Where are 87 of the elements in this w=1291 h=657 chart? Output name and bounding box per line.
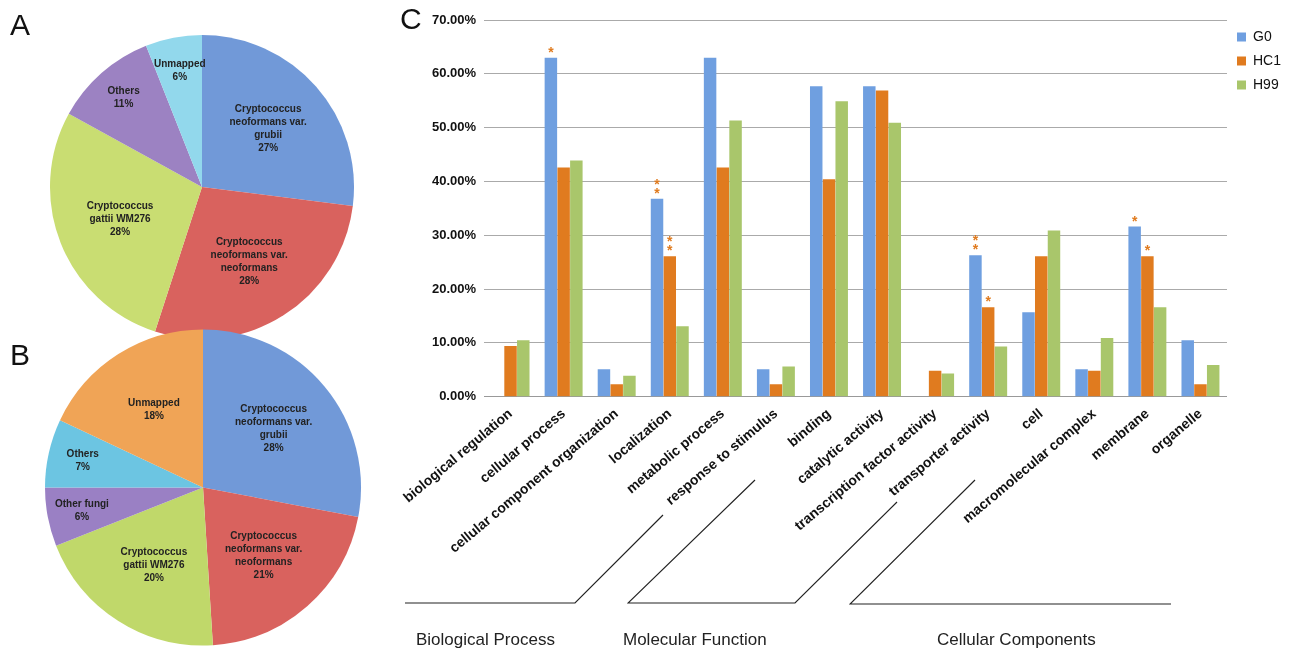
bar bbox=[703, 57, 717, 397]
chart-title: B bbox=[10, 338, 31, 372]
annotation: * bbox=[1131, 212, 1138, 229]
data-label: 6% bbox=[74, 510, 90, 522]
bar bbox=[1153, 307, 1167, 397]
bar bbox=[676, 326, 689, 397]
slice-label: Cryptococcus neoformans var. grubii bbox=[229, 102, 307, 140]
slice-label: Other fungi bbox=[55, 497, 110, 509]
y-tick-label: 40.00% bbox=[431, 172, 477, 188]
data-label: 28% bbox=[239, 274, 260, 286]
annotation: ** bbox=[667, 233, 674, 259]
bar bbox=[1128, 226, 1141, 397]
slice-label: Others bbox=[107, 85, 141, 97]
data-label: 28% bbox=[110, 226, 131, 238]
chart-title: C bbox=[400, 2, 422, 36]
x-tick-label: cell bbox=[1017, 405, 1046, 433]
data-label: 21% bbox=[253, 568, 274, 580]
bar bbox=[875, 90, 889, 397]
bar bbox=[994, 346, 1008, 397]
bar bbox=[1194, 384, 1207, 397]
bar bbox=[517, 340, 530, 397]
bar bbox=[663, 256, 676, 397]
bar bbox=[557, 167, 570, 397]
bar bbox=[610, 384, 623, 397]
bar bbox=[969, 255, 982, 397]
slice-label: Cryptococcus neoformans var. neoformans bbox=[224, 529, 303, 567]
bar bbox=[650, 198, 664, 397]
bar bbox=[835, 101, 848, 397]
bar bbox=[1141, 256, 1154, 397]
y-tick-label: 50.00% bbox=[431, 119, 477, 135]
annotation: * bbox=[548, 43, 555, 60]
data-label: 11% bbox=[113, 98, 134, 110]
slice-label: Unmapped bbox=[128, 396, 180, 408]
bar bbox=[1100, 337, 1114, 397]
bar bbox=[769, 384, 783, 397]
bar bbox=[1022, 312, 1035, 397]
text: Molecular Function bbox=[623, 630, 767, 650]
y-tick-label: 70.00% bbox=[431, 11, 477, 27]
bar bbox=[1206, 364, 1220, 397]
bar bbox=[1047, 230, 1061, 397]
data-label: 6% bbox=[172, 70, 188, 82]
bar bbox=[756, 369, 770, 397]
data-label: 20% bbox=[143, 571, 165, 583]
bar bbox=[1075, 369, 1088, 397]
y-tick-label: 0.00% bbox=[439, 388, 477, 404]
bar bbox=[1035, 256, 1048, 397]
bar bbox=[981, 307, 995, 397]
bar bbox=[941, 373, 955, 397]
annotation: * bbox=[1144, 242, 1151, 259]
bar bbox=[570, 160, 583, 397]
y-tick-label: 60.00% bbox=[431, 65, 477, 81]
annotation: ** bbox=[972, 232, 979, 258]
bar bbox=[544, 57, 558, 397]
bar bbox=[729, 120, 742, 397]
slice-label: Cryptococcus neoformans var. neoformans bbox=[210, 235, 289, 273]
bar bbox=[809, 86, 823, 397]
annotation: * bbox=[985, 293, 992, 310]
bar bbox=[716, 167, 730, 397]
slice-label: Unmapped bbox=[153, 57, 206, 69]
legend-label: HC1 bbox=[1252, 51, 1282, 68]
bar bbox=[1088, 370, 1101, 397]
y-tick-label: 10.00% bbox=[431, 334, 477, 350]
text: Cellular Components bbox=[937, 630, 1096, 650]
legend-label: G0 bbox=[1252, 27, 1272, 44]
y-tick-label: 20.00% bbox=[431, 280, 477, 296]
data-label: 7% bbox=[75, 460, 91, 472]
data-label: 18% bbox=[143, 409, 165, 421]
slice-label: Cryptococcus neoformans var. grubii bbox=[234, 402, 313, 440]
y-tick-label: 30.00% bbox=[431, 226, 477, 242]
bar bbox=[782, 366, 795, 397]
bar bbox=[888, 122, 902, 397]
legend-label: H99 bbox=[1252, 75, 1279, 92]
data-label: 28% bbox=[263, 441, 284, 453]
bar bbox=[822, 179, 836, 397]
data-label: 27% bbox=[258, 141, 279, 153]
bar bbox=[863, 86, 876, 397]
slice-label: Others bbox=[66, 447, 100, 459]
text: Biological Process bbox=[416, 630, 555, 650]
chart-title: A bbox=[10, 8, 31, 42]
slice-label: Cryptococcus gattii WM276 bbox=[86, 200, 154, 225]
bar bbox=[623, 375, 636, 397]
bar bbox=[928, 370, 942, 397]
bar bbox=[597, 369, 611, 397]
slice-label: Cryptococcus gattii WM276 bbox=[120, 545, 188, 570]
bar bbox=[504, 346, 517, 397]
annotation: ** bbox=[654, 175, 661, 201]
bar bbox=[1181, 340, 1194, 397]
